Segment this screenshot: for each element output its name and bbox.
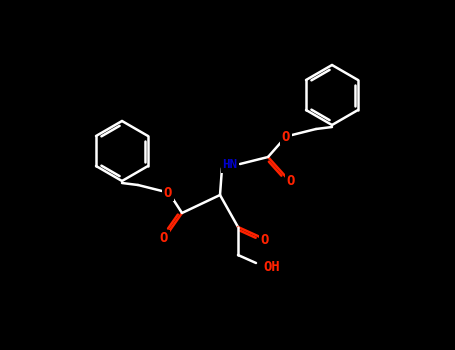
Text: O: O xyxy=(282,130,290,144)
Text: O: O xyxy=(261,233,269,247)
Text: O: O xyxy=(160,231,168,245)
Text: HN: HN xyxy=(222,159,238,172)
Text: O: O xyxy=(164,186,172,200)
Text: OH: OH xyxy=(263,260,280,274)
Text: O: O xyxy=(287,174,295,188)
